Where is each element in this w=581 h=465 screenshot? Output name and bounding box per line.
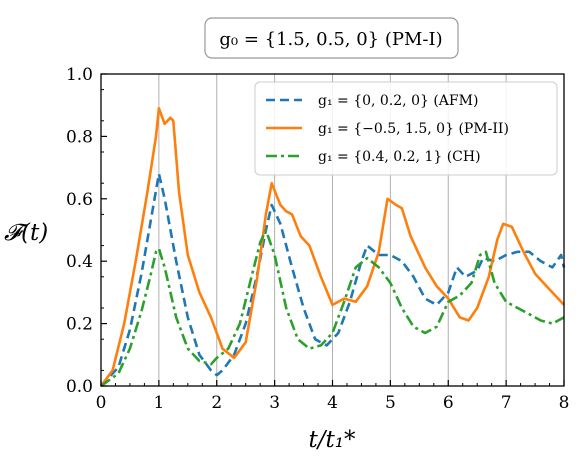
y-tick-label: 0.4 xyxy=(66,252,93,272)
legend: g₁ = {0, 0.2, 0} (AFM) g₁ = {−0.5, 1.5, 0… xyxy=(254,81,558,176)
x-tick-label: 1 xyxy=(153,393,164,413)
chart-title-box: g₀ = {1.5, 0.5, 0} (PM-I) xyxy=(204,17,459,59)
chart-title: g₀ = {1.5, 0.5, 0} (PM-I) xyxy=(219,29,442,50)
legend-label-2: g₁ = {0.4, 0.2, 1} (CH) xyxy=(318,149,481,165)
series-line-1 xyxy=(99,107,565,387)
x-tick-label: 8 xyxy=(559,393,570,413)
legend-label-1: g₁ = {−0.5, 1.5, 0} (PM-II) xyxy=(318,121,509,137)
y-tick-label: 0.8 xyxy=(66,127,93,147)
x-tick-label: 6 xyxy=(443,393,454,413)
y-tick-label: 0.2 xyxy=(66,315,93,335)
x-tick-label: 7 xyxy=(501,393,512,413)
x-tick-label: 4 xyxy=(327,393,338,413)
series-layer xyxy=(99,107,566,388)
x-axis-label: t/t₁* xyxy=(309,427,356,453)
x-tick-label: 0 xyxy=(96,393,107,413)
series-line-2 xyxy=(100,228,565,388)
y-axis-label: 𝓕(t) xyxy=(4,220,48,246)
x-tick-labels: 0 1 2 3 4 5 6 7 8 xyxy=(96,393,570,413)
x-tick-label: 3 xyxy=(269,393,280,413)
y-tick-labels: 0.0 0.2 0.4 0.6 0.8 1.0 xyxy=(66,65,93,397)
y-tick-label: 0.0 xyxy=(66,377,93,397)
x-tick-label: 2 xyxy=(211,393,222,413)
y-tick-label: 1.0 xyxy=(66,65,93,85)
x-tick-label: 5 xyxy=(385,393,396,413)
y-tick-label: 0.6 xyxy=(66,190,93,210)
legend-label-0: g₁ = {0, 0.2, 0} (AFM) xyxy=(318,93,478,109)
axis-ticks xyxy=(100,73,565,387)
